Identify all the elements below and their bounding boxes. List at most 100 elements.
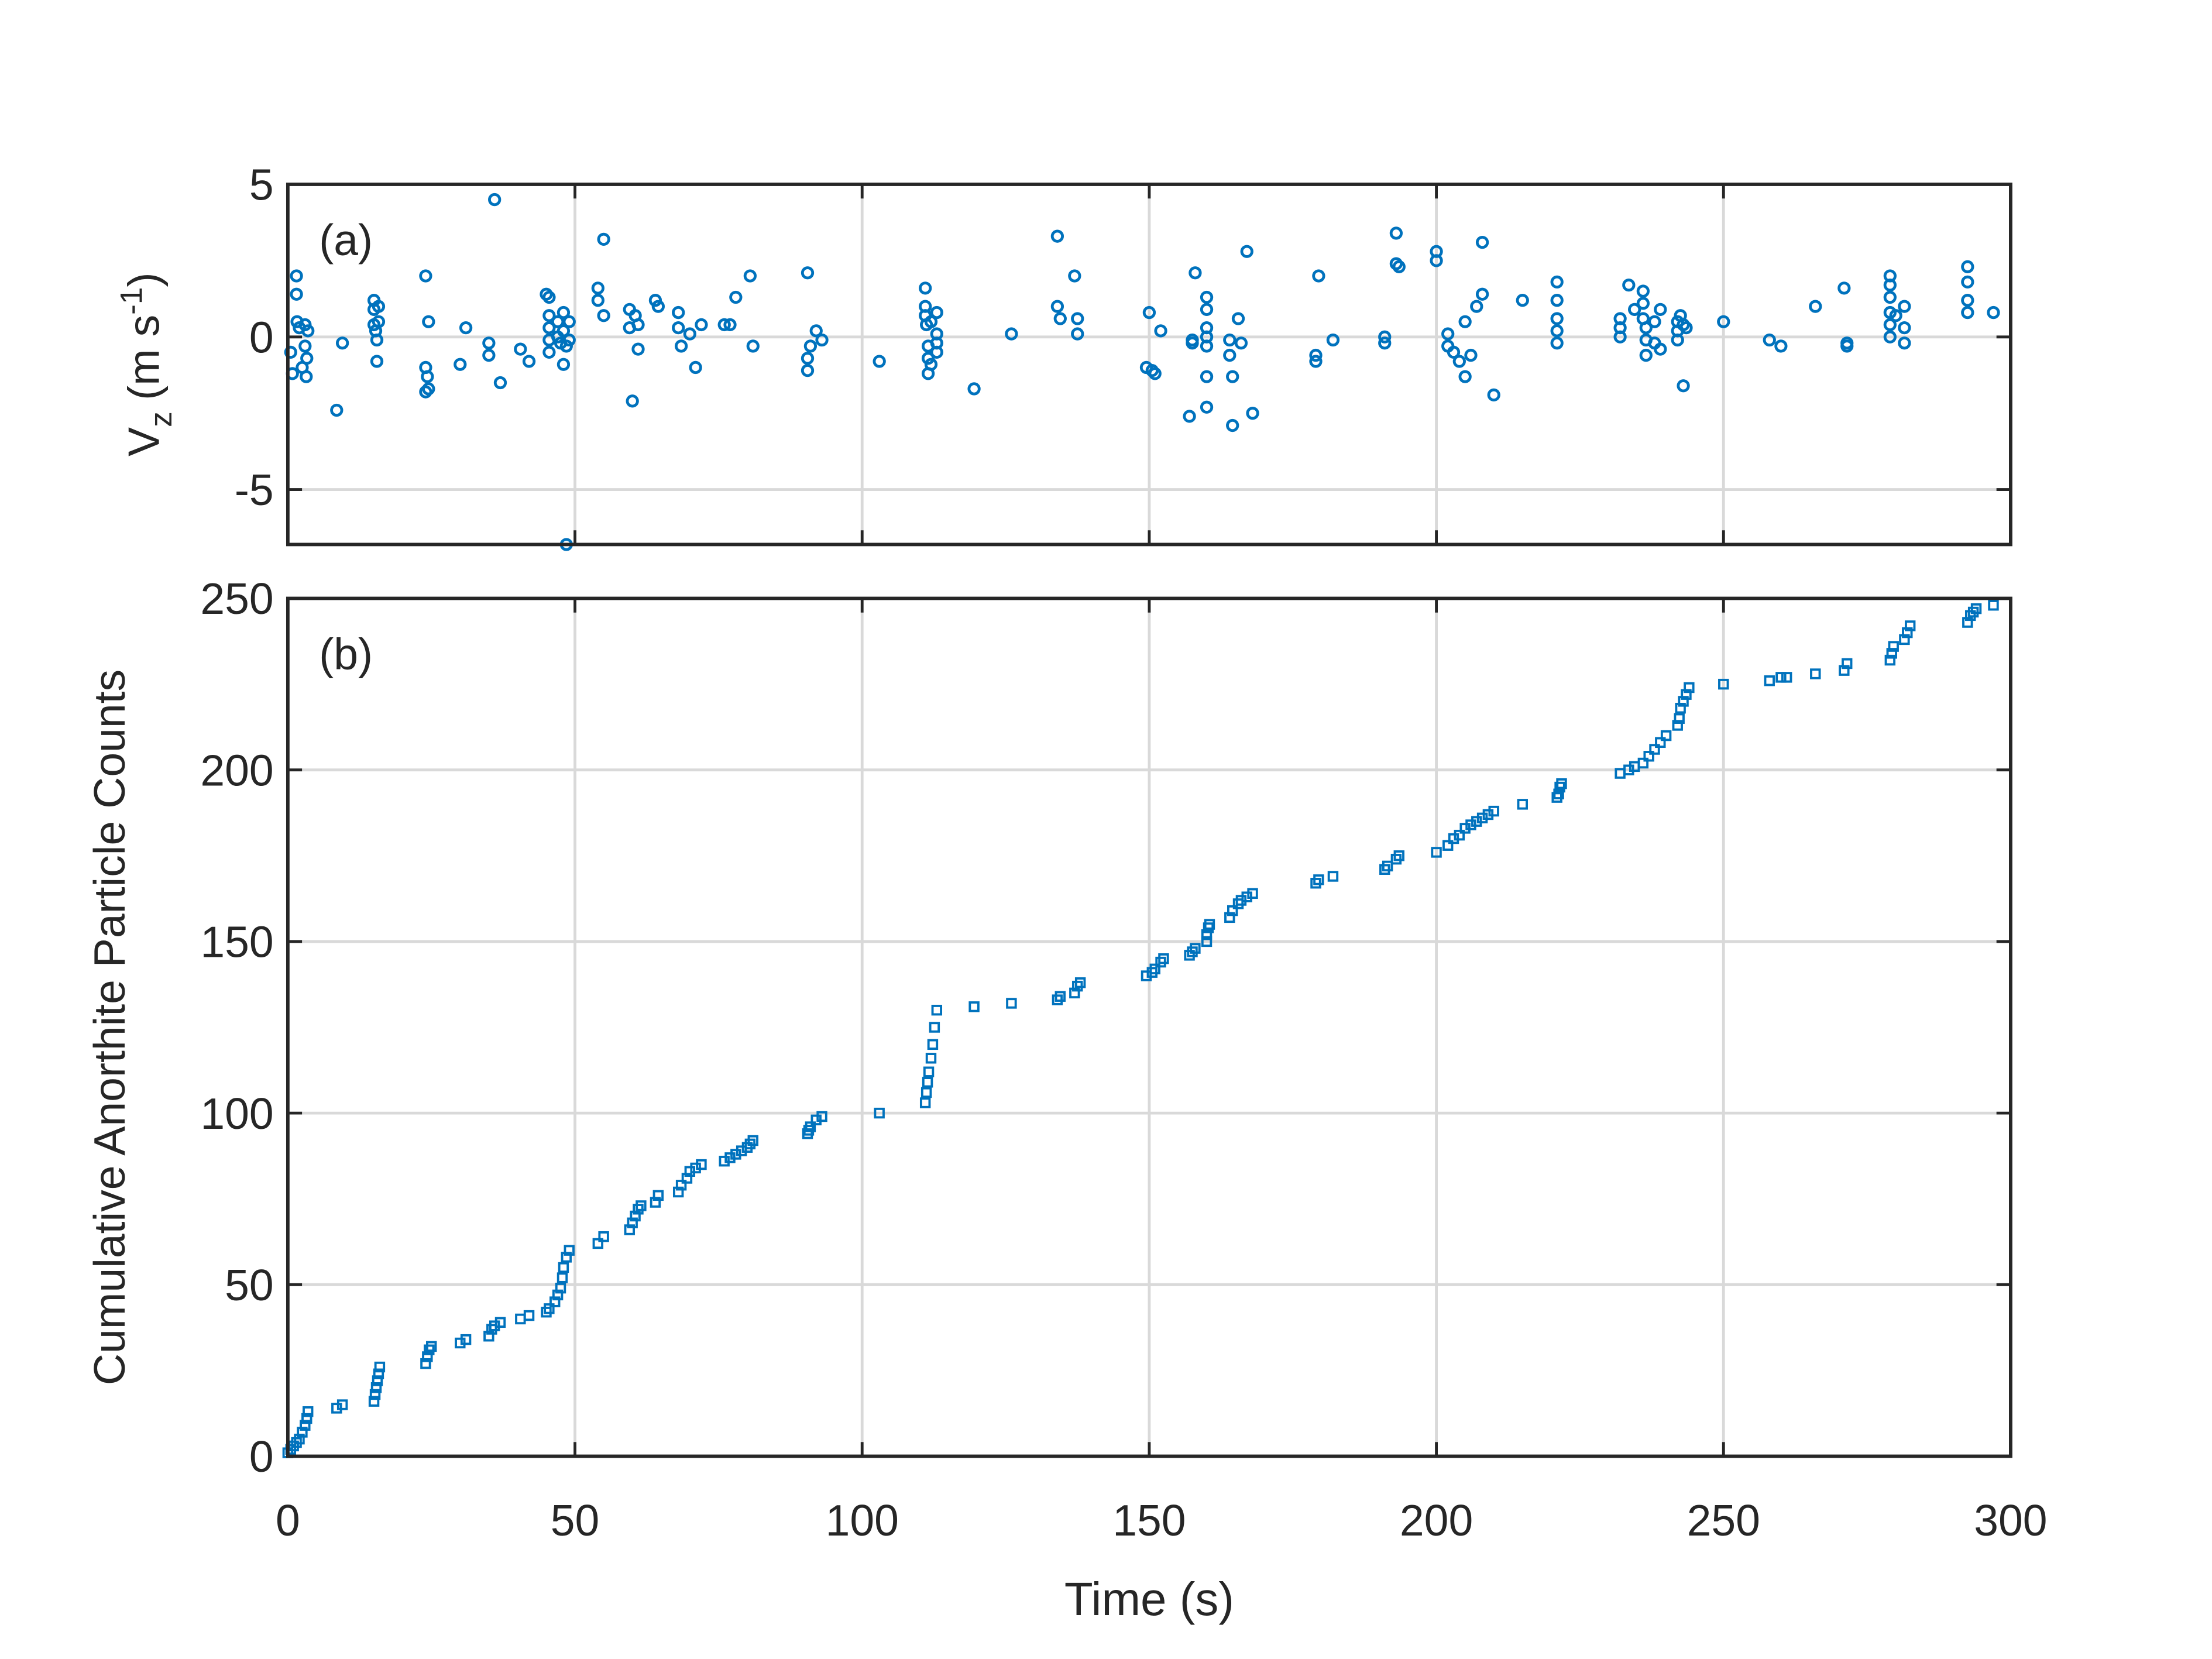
y-tick-label: 200 — [200, 746, 273, 795]
marker — [1226, 370, 1239, 383]
y-axis-label-part: ) — [119, 272, 168, 287]
marker — [931, 1004, 943, 1016]
y-tick-label: 0 — [249, 312, 274, 362]
marker — [1475, 235, 1489, 249]
marker — [1200, 290, 1214, 304]
marker — [1223, 348, 1236, 362]
marker — [1517, 799, 1528, 810]
marker — [297, 1427, 308, 1438]
marker — [1883, 278, 1897, 292]
marker — [1050, 229, 1064, 243]
marker — [298, 339, 312, 353]
marker — [369, 1389, 381, 1400]
marker — [672, 321, 685, 335]
marker — [544, 1303, 555, 1314]
marker — [522, 355, 536, 368]
marker — [924, 315, 938, 328]
marker — [1234, 336, 1248, 350]
marker — [1677, 379, 1690, 393]
marker — [1962, 617, 1973, 628]
marker — [1068, 269, 1081, 283]
marker — [627, 1217, 638, 1228]
marker — [483, 1331, 494, 1342]
marker — [1382, 860, 1393, 872]
marker — [1475, 287, 1489, 301]
marker — [968, 1001, 980, 1012]
marker — [1837, 281, 1851, 295]
marker — [562, 333, 576, 347]
marker — [681, 1173, 693, 1184]
marker — [1888, 641, 1899, 652]
marker — [1158, 953, 1169, 964]
marker — [1441, 327, 1455, 341]
marker — [1200, 339, 1214, 353]
marker — [924, 358, 938, 371]
marker — [558, 1262, 569, 1273]
marker — [1902, 627, 1913, 638]
marker — [303, 1406, 314, 1417]
marker — [695, 318, 708, 332]
marker — [1071, 327, 1084, 341]
marker — [1675, 702, 1686, 714]
marker — [743, 269, 757, 283]
marker — [873, 355, 886, 368]
marker — [1240, 245, 1253, 258]
marker — [561, 1252, 572, 1263]
marker — [488, 193, 502, 207]
marker — [1312, 269, 1325, 283]
marker — [549, 1296, 561, 1307]
marker — [1717, 315, 1730, 328]
marker — [1071, 312, 1084, 325]
marker — [1883, 318, 1897, 332]
marker — [874, 1107, 885, 1119]
marker — [674, 339, 688, 353]
y-tick-label: 250 — [200, 574, 273, 623]
marker — [422, 382, 435, 396]
marker — [373, 1368, 384, 1379]
marker — [1378, 330, 1392, 344]
marker — [419, 269, 432, 283]
x-tick-label: 0 — [276, 1496, 300, 1545]
marker — [1886, 648, 1897, 659]
marker — [1055, 991, 1066, 1002]
x-tick-label: 100 — [826, 1496, 899, 1545]
marker — [801, 364, 815, 377]
marker — [1648, 315, 1661, 328]
marker — [422, 315, 435, 328]
marker — [368, 1396, 380, 1407]
marker — [1393, 850, 1404, 861]
marker — [1200, 303, 1214, 316]
marker — [523, 1310, 535, 1321]
marker — [651, 300, 665, 313]
marker — [1674, 713, 1685, 724]
marker — [922, 1077, 933, 1088]
marker — [1681, 689, 1692, 700]
marker — [336, 1399, 348, 1410]
marker — [923, 1066, 935, 1077]
marker — [1671, 333, 1684, 347]
marker — [1227, 905, 1238, 916]
marker — [290, 287, 303, 301]
marker — [562, 315, 576, 328]
marker — [1678, 696, 1689, 707]
marker — [372, 315, 386, 328]
x-axis-label: Time (s) — [1064, 1573, 1234, 1625]
x-tick-label: 150 — [1112, 1496, 1186, 1545]
x-tick-label: 300 — [1974, 1496, 2047, 1545]
marker — [1550, 275, 1564, 289]
marker — [557, 358, 571, 371]
marker — [1883, 290, 1897, 304]
marker — [1839, 665, 1850, 676]
marker — [1654, 342, 1667, 356]
marker — [1186, 336, 1199, 350]
marker — [1069, 987, 1080, 999]
marker — [1774, 339, 1788, 353]
x-tick-label: 200 — [1400, 1496, 1473, 1545]
marker — [624, 1224, 635, 1235]
marker — [290, 269, 303, 283]
y-axis-label: Cumulative Anorthite Particle Counts — [85, 669, 134, 1385]
x-tick-label: 250 — [1687, 1496, 1760, 1545]
marker — [1654, 303, 1667, 316]
x-tick-label: 50 — [551, 1496, 600, 1545]
